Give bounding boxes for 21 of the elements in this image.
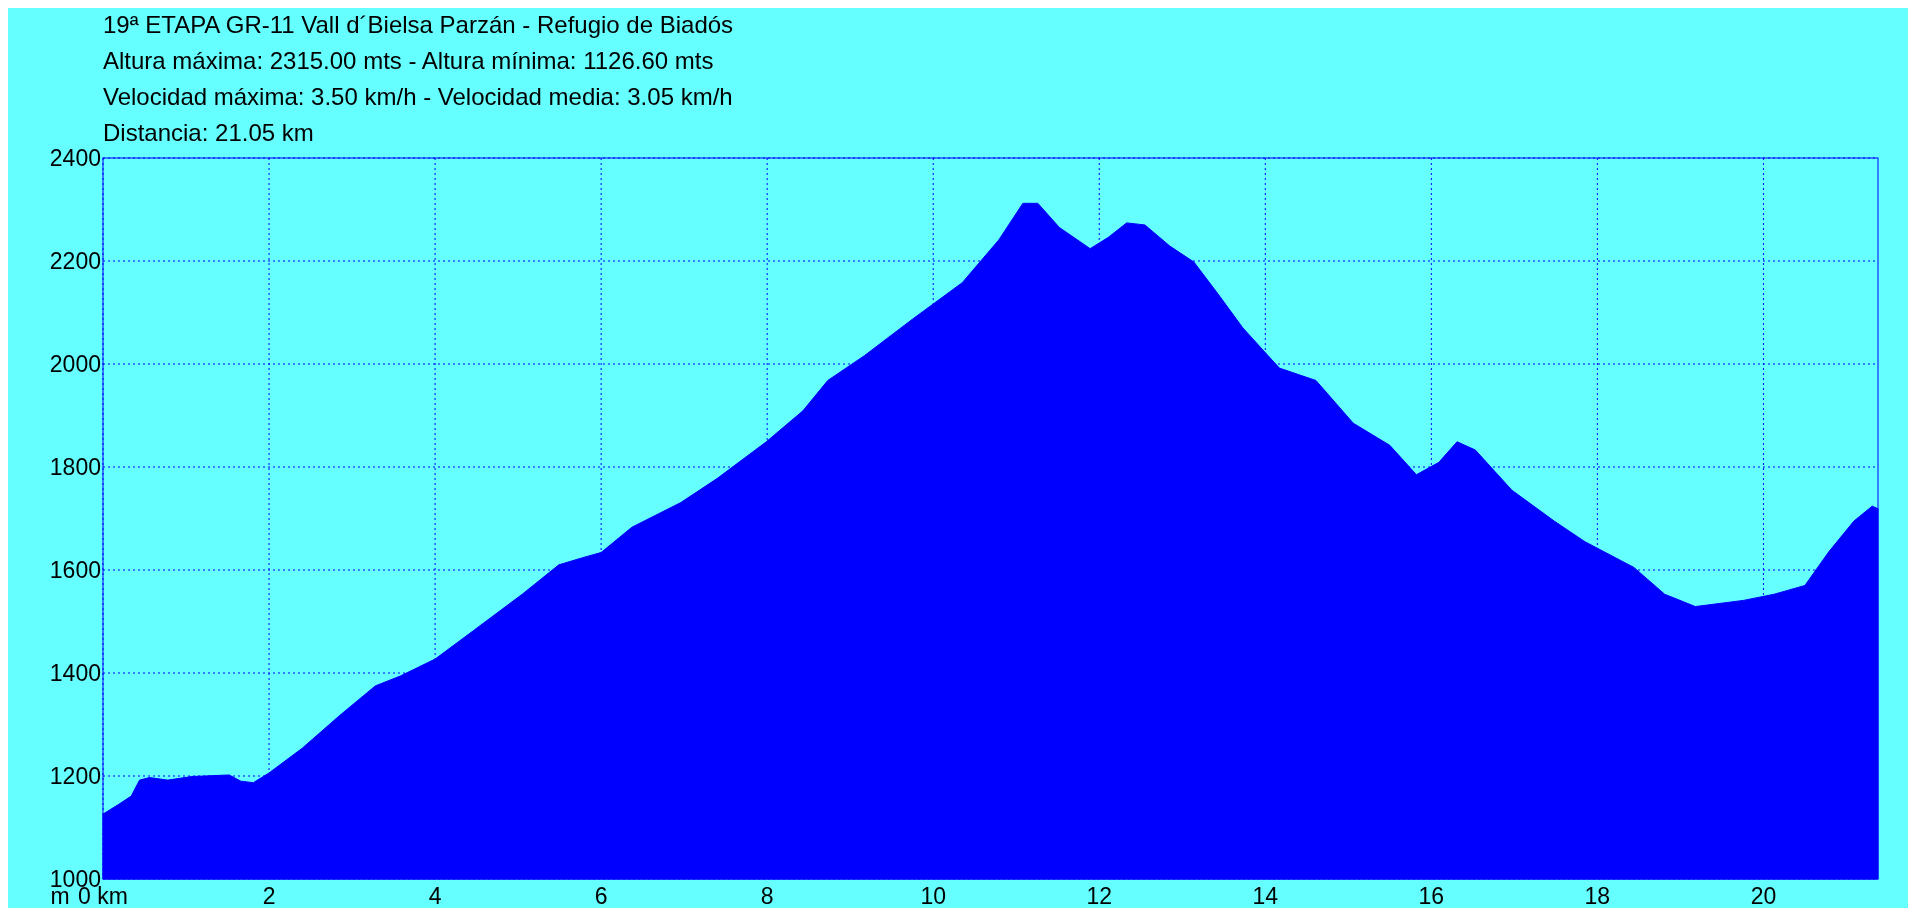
text: Altura máxima: 2315.00 mts - Altura mínima: 1126.60 mts — [103, 47, 714, 74]
x-tick-label: 8 — [760, 883, 774, 909]
y-tick-label: 2400 — [49, 145, 101, 171]
x-tick-label: 10 — [920, 883, 947, 909]
x-tick-label: 12 — [1086, 883, 1113, 909]
x-tick-label: 16 — [1418, 883, 1445, 909]
text: Velocidad máxima: 3.50 km/h - Velocidad media: 3.05 km/h — [103, 83, 733, 110]
y-tick-label: 2200 — [49, 248, 101, 274]
x-tick-label: 20 — [1750, 883, 1777, 909]
text: Distancia: 21.05 km — [103, 119, 314, 146]
chart-title: 19ª ETAPA GR-11 Vall d´Bielsa Parzán - Refugio de Biadós — [103, 11, 734, 38]
y-tick-label: 2000 — [49, 351, 101, 377]
y-tick-label: 1800 — [49, 454, 101, 480]
x-tick-label: 6 — [594, 883, 608, 909]
y-tick-label: 1200 — [49, 763, 101, 789]
x-tick-label: 4 — [428, 883, 442, 909]
y-tick-label: 1400 — [49, 660, 101, 686]
y-tick-label: 1600 — [49, 557, 101, 583]
x-tick-label: 18 — [1584, 883, 1611, 909]
x-tick-label: 2 — [262, 883, 276, 909]
x-tick-label: 14 — [1252, 883, 1279, 909]
